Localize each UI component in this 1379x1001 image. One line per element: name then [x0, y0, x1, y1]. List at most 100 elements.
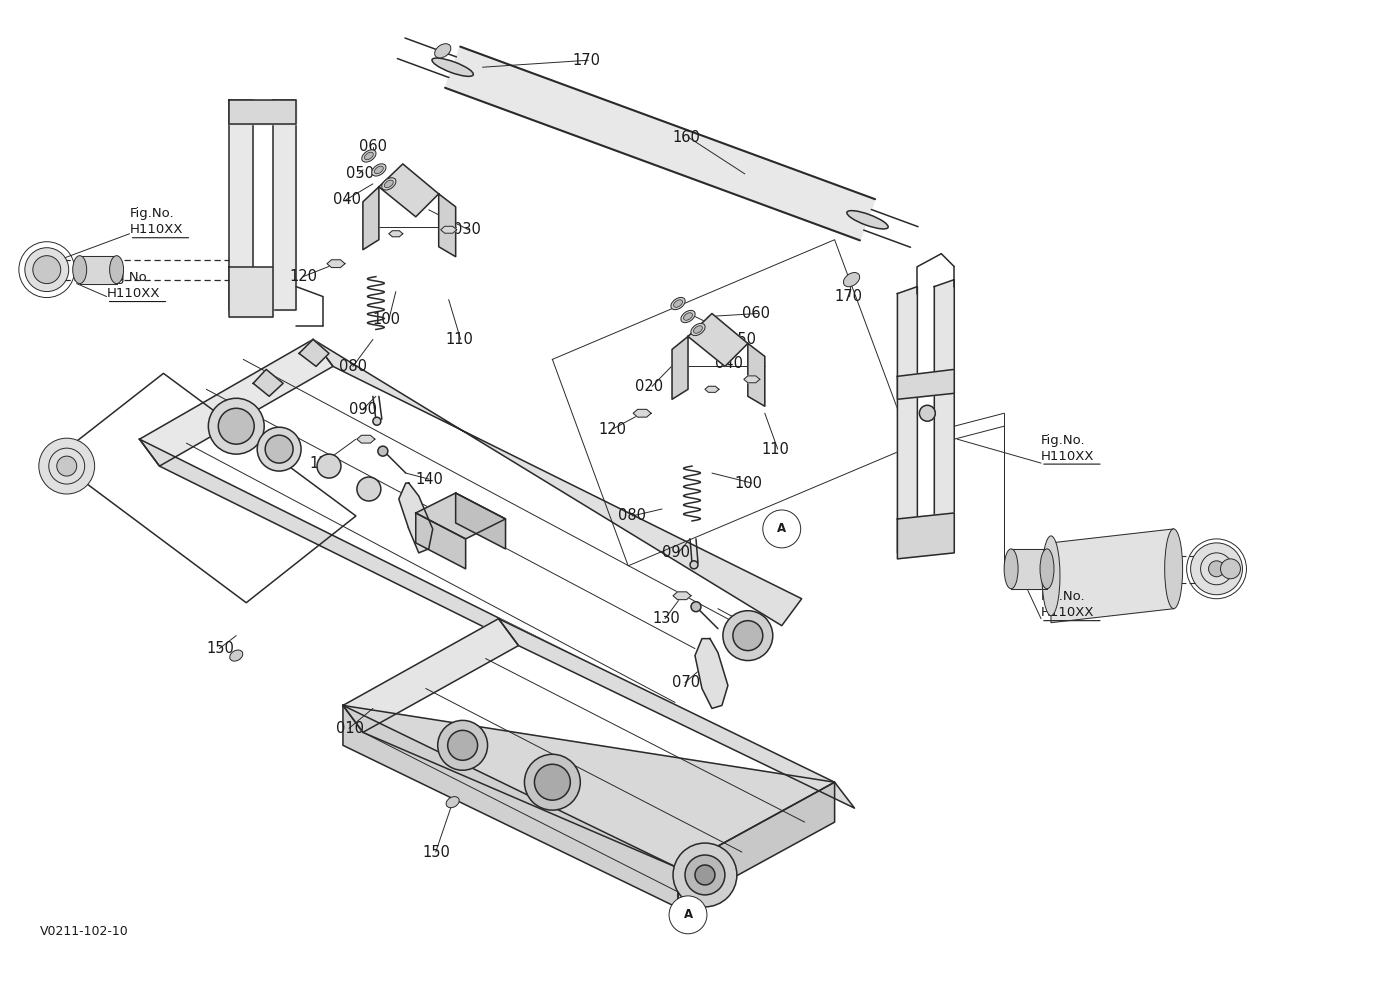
Text: 150: 150	[423, 845, 451, 860]
Text: 050: 050	[728, 332, 756, 347]
Circle shape	[39, 438, 95, 494]
Text: Fig.No.: Fig.No.	[130, 207, 174, 220]
Polygon shape	[357, 435, 375, 443]
Text: 120: 120	[598, 421, 626, 436]
Text: 100: 100	[735, 475, 763, 490]
Polygon shape	[673, 592, 691, 600]
Ellipse shape	[385, 180, 393, 187]
Polygon shape	[1051, 529, 1174, 623]
Polygon shape	[229, 100, 296, 124]
Polygon shape	[1011, 549, 1047, 589]
Text: 090: 090	[662, 546, 690, 561]
Circle shape	[1190, 543, 1242, 595]
Ellipse shape	[690, 561, 698, 569]
Text: H110XX: H110XX	[1041, 449, 1095, 462]
Circle shape	[378, 446, 387, 456]
Circle shape	[732, 621, 763, 651]
Circle shape	[265, 435, 294, 463]
Ellipse shape	[372, 417, 381, 425]
Text: A: A	[684, 908, 692, 921]
Text: 030: 030	[452, 222, 480, 237]
Ellipse shape	[375, 166, 383, 174]
Circle shape	[669, 896, 707, 934]
Text: 010: 010	[336, 721, 364, 736]
Polygon shape	[229, 100, 254, 309]
Polygon shape	[254, 369, 283, 396]
Text: 110: 110	[445, 332, 473, 347]
Ellipse shape	[691, 323, 705, 335]
Polygon shape	[898, 513, 954, 559]
Text: V0211-102-10: V0211-102-10	[40, 925, 128, 938]
Polygon shape	[415, 493, 506, 539]
Text: 130: 130	[309, 455, 336, 470]
Ellipse shape	[447, 797, 459, 808]
Polygon shape	[273, 100, 296, 309]
Ellipse shape	[681, 310, 695, 322]
Circle shape	[25, 247, 69, 291]
Polygon shape	[343, 619, 519, 733]
Polygon shape	[327, 260, 345, 267]
Text: 110: 110	[761, 441, 790, 456]
Circle shape	[1208, 561, 1225, 577]
Polygon shape	[499, 619, 855, 808]
Text: 130: 130	[652, 612, 680, 627]
Text: 040: 040	[714, 356, 743, 371]
Circle shape	[723, 611, 772, 661]
Text: 080: 080	[339, 359, 367, 373]
Text: 170: 170	[572, 53, 600, 68]
Text: 140: 140	[415, 471, 444, 486]
Circle shape	[673, 843, 736, 907]
Polygon shape	[379, 164, 439, 217]
Polygon shape	[747, 343, 765, 406]
Ellipse shape	[1004, 549, 1018, 589]
Polygon shape	[898, 369, 954, 399]
Polygon shape	[313, 339, 801, 626]
Circle shape	[1220, 559, 1241, 579]
Text: Fig.No.: Fig.No.	[106, 271, 152, 284]
Circle shape	[524, 755, 581, 810]
Ellipse shape	[432, 58, 473, 76]
Circle shape	[317, 454, 341, 478]
Text: 070: 070	[672, 675, 701, 690]
Polygon shape	[441, 226, 456, 233]
Text: 020: 020	[636, 378, 663, 393]
Polygon shape	[139, 339, 332, 466]
Polygon shape	[678, 782, 834, 908]
Text: 170: 170	[834, 289, 863, 304]
Circle shape	[258, 427, 301, 471]
Circle shape	[208, 398, 265, 454]
Ellipse shape	[230, 650, 243, 661]
Circle shape	[695, 865, 714, 885]
Circle shape	[685, 855, 725, 895]
Polygon shape	[705, 386, 718, 392]
Polygon shape	[363, 187, 379, 249]
Polygon shape	[688, 313, 747, 366]
Ellipse shape	[694, 325, 702, 333]
Text: Fig.No.: Fig.No.	[1041, 433, 1085, 446]
Circle shape	[448, 731, 477, 761]
Polygon shape	[455, 493, 506, 549]
Text: 150: 150	[207, 641, 234, 656]
Ellipse shape	[1043, 536, 1060, 616]
Polygon shape	[743, 376, 760, 382]
Text: Fig.No.: Fig.No.	[1041, 591, 1085, 604]
Ellipse shape	[73, 255, 87, 283]
Ellipse shape	[382, 178, 396, 190]
Ellipse shape	[434, 44, 451, 58]
Text: H110XX: H110XX	[130, 223, 183, 236]
Circle shape	[763, 510, 801, 548]
Text: 060: 060	[742, 306, 769, 321]
Circle shape	[33, 255, 61, 283]
Ellipse shape	[672, 297, 685, 309]
Polygon shape	[898, 286, 917, 553]
Polygon shape	[695, 639, 728, 709]
Text: 160: 160	[672, 129, 701, 144]
Text: 050: 050	[346, 166, 374, 181]
Ellipse shape	[1040, 549, 1054, 589]
Text: 120: 120	[290, 269, 317, 284]
Circle shape	[357, 477, 381, 500]
Ellipse shape	[844, 272, 859, 286]
Circle shape	[57, 456, 77, 476]
Circle shape	[920, 405, 935, 421]
Polygon shape	[343, 706, 834, 868]
